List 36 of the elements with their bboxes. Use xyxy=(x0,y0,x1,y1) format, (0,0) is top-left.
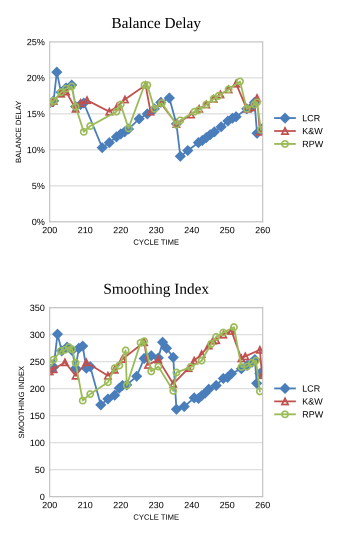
x-tick-label: 260 xyxy=(256,226,270,234)
x-tick-label: 240 xyxy=(184,226,199,234)
x-tick-label: 210 xyxy=(78,502,92,508)
x-tick-label: 230 xyxy=(149,502,164,508)
y-tick-label: 100 xyxy=(30,440,44,446)
y-tick-label: 5% xyxy=(32,182,45,190)
y-tick-label: 0 xyxy=(40,494,44,500)
x-tick-label: 200 xyxy=(42,502,57,508)
legend-label: K&W xyxy=(302,128,323,134)
x-tick-label: 260 xyxy=(256,502,270,508)
y-tick-label: 250 xyxy=(30,358,44,366)
y-tick-label: 10% xyxy=(27,146,45,154)
y-tick-label: 0% xyxy=(32,218,45,226)
legend-label: RPW xyxy=(302,140,324,148)
y-tick-label: 350 xyxy=(30,304,44,312)
legend-label: K&W xyxy=(302,398,323,405)
x-tick-label: 210 xyxy=(78,226,92,234)
legend-label: LCR xyxy=(302,114,320,122)
y-tick-label: 150 xyxy=(30,412,44,420)
legend-label: RPW xyxy=(302,411,324,418)
y-tick-label: 25% xyxy=(27,38,45,46)
y-tick-label: 20% xyxy=(27,74,45,82)
x-tick-label: 220 xyxy=(114,502,128,508)
x-tick-label: 200 xyxy=(42,226,57,234)
x-tick-label: 220 xyxy=(114,226,128,234)
chart-title: Balance Delay xyxy=(112,17,201,32)
y-tick-label: 50 xyxy=(35,466,44,474)
x-tick-label: 250 xyxy=(220,502,234,508)
legend-label: LCR xyxy=(302,385,320,392)
x-tick-label: 240 xyxy=(184,502,199,508)
y-tick-label: 200 xyxy=(30,386,44,392)
chart-title: Smoothing Index xyxy=(104,283,209,298)
y-tick-label: 300 xyxy=(30,332,44,338)
x-tick-label: 230 xyxy=(149,226,164,234)
x-tick-label: 250 xyxy=(220,226,234,234)
y-tick-label: 15% xyxy=(27,110,45,118)
